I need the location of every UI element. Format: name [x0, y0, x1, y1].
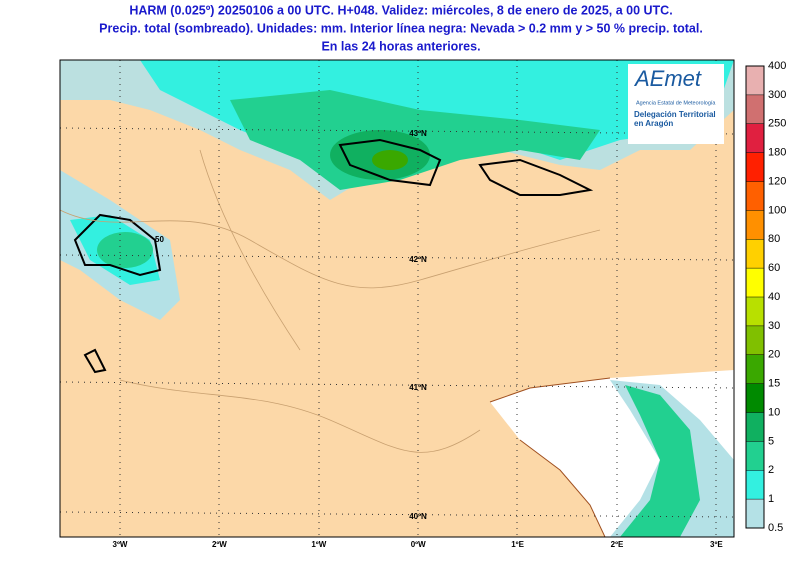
colorbar-cell	[746, 441, 764, 471]
colorbar-label: 10	[768, 406, 780, 418]
colorbar-label: 180	[768, 147, 786, 159]
logo: AEmet Agencia Estatal de Meteorología De…	[628, 64, 724, 144]
precip	[620, 385, 700, 537]
colorbar-label: 100	[768, 204, 786, 216]
colorbar-label: 1	[768, 493, 774, 505]
map-frame	[59, 59, 735, 538]
border	[60, 149, 601, 453]
logo-delegation-box: Delegación Territorial en Aragón	[634, 110, 716, 128]
colorbar-label: 30	[768, 320, 780, 332]
snow-contour	[338, 138, 594, 196]
colorbar-label: 400	[768, 60, 786, 72]
lon-label: 1ºW	[311, 540, 326, 549]
colorbar-cell	[746, 152, 764, 182]
lon-label: 3ºW	[113, 540, 128, 549]
precip	[97, 232, 153, 268]
colorbar-label: 15	[768, 378, 780, 390]
colorbar-cell	[746, 354, 764, 384]
colorbar-cell	[746, 210, 764, 240]
lon-label: 2ºE	[611, 540, 624, 549]
colorbar-label: 40	[768, 291, 780, 303]
colorbar-cell	[746, 470, 764, 500]
colorbar-cell	[746, 239, 764, 269]
precip	[372, 150, 408, 170]
title-line: En las 24 horas anteriores.	[321, 39, 480, 53]
colorbar-label: 80	[768, 233, 780, 245]
colorbar-cell	[746, 499, 764, 528]
colorbar-label: 300	[768, 89, 786, 101]
colorbar-cell	[746, 383, 764, 413]
colorbar-cell	[746, 181, 764, 211]
title-line: HARM (0.025º) 20250106 a 00 UTC. H+048. …	[129, 3, 672, 17]
colorbar-label: 20	[768, 349, 780, 361]
colorbar-cell	[746, 268, 764, 297]
colorbar-label: 60	[768, 262, 780, 274]
colorbar-cell	[746, 412, 764, 442]
map: 50	[60, 60, 734, 537]
logo-box	[628, 64, 724, 144]
title-line: Precip. total (sombreado). Unidades: mm.…	[99, 21, 703, 35]
contour-label: 50	[155, 235, 164, 244]
lat-label: 42ºN	[409, 255, 427, 264]
logo-name: AEmet	[633, 66, 702, 91]
colorbar-cell	[746, 123, 764, 153]
colorbar-cell	[746, 297, 764, 326]
lat-label: 43ºN	[409, 129, 427, 138]
colorbar-label: 5	[768, 435, 774, 447]
lon-label: 3ºE	[710, 540, 723, 549]
colorbar-cell	[746, 94, 764, 124]
colorbar-label: 120	[768, 175, 786, 187]
lon-label: 2ºW	[212, 540, 227, 549]
colorbar-label: 250	[768, 118, 786, 130]
colorbar-cell	[746, 66, 764, 95]
snow-contour	[73, 213, 162, 374]
colorbar: 0.5 1 2 5 10 15 20 30 40 60 80 100 120 180 250 300 400	[745, 60, 786, 534]
lon-label: 1ºE	[511, 540, 524, 549]
colorbar-label: 0.5	[768, 522, 783, 534]
logo-delegation: Delegación Territorial en Aragón	[634, 110, 716, 128]
lat-label: 40ºN	[409, 512, 427, 521]
logo-agency: Agencia Estatal de Meteorología	[636, 100, 716, 106]
coast	[489, 377, 611, 537]
colorbar-cell	[746, 325, 764, 355]
lat-label: 41ºN	[409, 383, 427, 392]
lon-label: 0ºW	[411, 540, 426, 549]
colorbar-label: 2	[768, 464, 774, 476]
